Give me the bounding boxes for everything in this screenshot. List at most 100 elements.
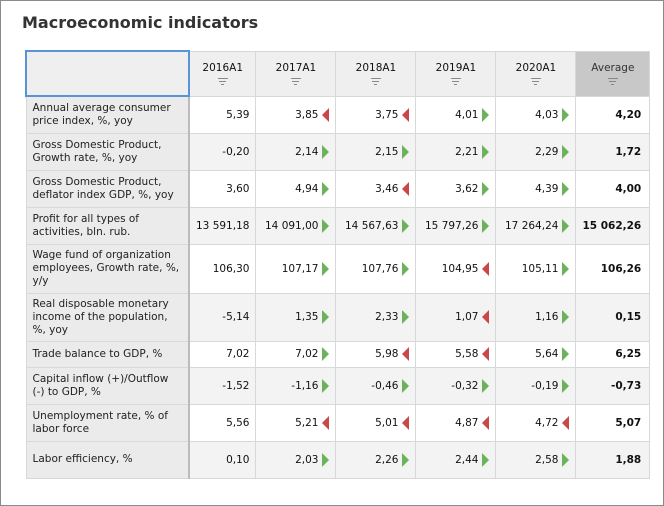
- column-header-2018a1[interactable]: 2018A1: [335, 50, 417, 97]
- value-cell[interactable]: 2,14: [255, 132, 337, 171]
- value-cell[interactable]: 4,39: [495, 169, 577, 208]
- column-header-2017a1[interactable]: 2017A1: [255, 50, 337, 97]
- average-cell[interactable]: 0,15: [575, 292, 651, 342]
- trend-up-icon: [322, 261, 330, 276]
- value-cell[interactable]: 3,75: [335, 95, 417, 134]
- average-cell[interactable]: 1,88: [575, 440, 651, 479]
- trend-up-icon: [402, 144, 410, 159]
- value-cell[interactable]: 5,01: [335, 403, 417, 442]
- value-cell[interactable]: 7,02: [188, 340, 257, 368]
- value-cell[interactable]: 0,10: [188, 440, 257, 479]
- column-header-label: Average: [591, 61, 635, 74]
- value-cell[interactable]: 2,58: [495, 440, 577, 479]
- value-cell[interactable]: 5,39: [188, 95, 257, 134]
- filter-icon[interactable]: [530, 77, 541, 86]
- column-header-2019a1[interactable]: 2019A1: [415, 50, 497, 97]
- value-cell[interactable]: 2,03: [255, 440, 337, 479]
- value-cell[interactable]: 7,02: [255, 340, 337, 368]
- row-label: Annual average consumer price index, %, …: [25, 95, 190, 134]
- trend-down-icon: [322, 415, 330, 430]
- table-row: Gross Domestic Product, deflator index G…: [25, 169, 651, 208]
- value-cell[interactable]: 1,16: [495, 292, 577, 342]
- trend-up-icon: [322, 144, 330, 159]
- trend-up-icon: [402, 218, 410, 233]
- value-cell[interactable]: 4,03: [495, 95, 577, 134]
- value-cell[interactable]: 2,21: [415, 132, 497, 171]
- value-cell[interactable]: 3,60: [188, 169, 257, 208]
- average-cell[interactable]: 1,72: [575, 132, 651, 171]
- trend-down-icon: [322, 107, 330, 122]
- indicators-table: 2016A1 2017A1 2018A1 2019A1 2020A1 Average An…: [25, 50, 651, 479]
- value-cell[interactable]: -0,20: [188, 132, 257, 171]
- value-cell[interactable]: 13 591,18: [188, 206, 257, 245]
- trend-up-icon: [482, 107, 490, 122]
- value-cell[interactable]: -1,16: [255, 366, 337, 405]
- average-cell[interactable]: 6,25: [575, 340, 651, 368]
- value-cell[interactable]: 1,07: [415, 292, 497, 342]
- average-cell[interactable]: -0,73: [575, 366, 651, 405]
- average-cell[interactable]: 5,07: [575, 403, 651, 442]
- trend-up-icon: [322, 218, 330, 233]
- value-cell[interactable]: 3,85: [255, 95, 337, 134]
- trend-up-icon: [482, 218, 490, 233]
- average-cell[interactable]: 4,00: [575, 169, 651, 208]
- trend-down-icon: [482, 310, 490, 324]
- trend-up-icon: [402, 261, 410, 276]
- value-cell[interactable]: 4,87: [415, 403, 497, 442]
- value-cell[interactable]: 5,58: [415, 340, 497, 368]
- trend-up-icon: [322, 378, 330, 393]
- average-cell[interactable]: 106,26: [575, 243, 651, 294]
- value-cell[interactable]: 3,62: [415, 169, 497, 208]
- trend-up-icon: [482, 144, 490, 159]
- value-cell[interactable]: 15 797,26: [415, 206, 497, 245]
- average-cell[interactable]: 15 062,26: [575, 206, 651, 245]
- value-cell[interactable]: 5,64: [495, 340, 577, 368]
- value-cell[interactable]: 105,11: [495, 243, 577, 294]
- row-label: Wage fund of organization employees, Gro…: [25, 243, 190, 294]
- filter-icon[interactable]: [217, 77, 228, 86]
- value-cell[interactable]: 14 091,00: [255, 206, 337, 245]
- table-row: Annual average consumer price index, %, …: [25, 95, 651, 134]
- trend-up-icon: [562, 107, 570, 122]
- value-cell[interactable]: 1,35: [255, 292, 337, 342]
- filter-icon[interactable]: [370, 77, 381, 86]
- table-row: Trade balance to GDP, % 7,02 7,02 5,98 5,58 5…: [25, 340, 651, 368]
- table-row: Capital inflow (+)/Outflow (-) to GDP, %…: [25, 366, 651, 405]
- row-label: Gross Domestic Product, deflator index G…: [25, 169, 190, 208]
- value-cell[interactable]: 2,15: [335, 132, 417, 171]
- trend-up-icon: [402, 310, 410, 324]
- value-cell[interactable]: 4,94: [255, 169, 337, 208]
- value-cell[interactable]: 4,72: [495, 403, 577, 442]
- value-cell[interactable]: 17 264,24: [495, 206, 577, 245]
- value-cell[interactable]: -0,19: [495, 366, 577, 405]
- column-header-2020a1[interactable]: 2020A1: [495, 50, 577, 97]
- value-cell[interactable]: 107,17: [255, 243, 337, 294]
- value-cell[interactable]: -5,14: [188, 292, 257, 342]
- trend-up-icon: [402, 452, 410, 467]
- value-cell[interactable]: -0,32: [415, 366, 497, 405]
- value-cell[interactable]: 3,46: [335, 169, 417, 208]
- value-cell[interactable]: 2,26: [335, 440, 417, 479]
- value-cell[interactable]: 2,33: [335, 292, 417, 342]
- value-cell[interactable]: 2,44: [415, 440, 497, 479]
- filter-icon[interactable]: [607, 77, 618, 86]
- value-cell[interactable]: 104,95: [415, 243, 497, 294]
- filter-icon[interactable]: [450, 77, 461, 86]
- corner-cell[interactable]: [25, 50, 190, 97]
- value-cell[interactable]: 2,29: [495, 132, 577, 171]
- filter-icon[interactable]: [290, 77, 301, 86]
- value-cell[interactable]: 5,98: [335, 340, 417, 368]
- value-cell[interactable]: 107,76: [335, 243, 417, 294]
- trend-down-icon: [402, 181, 410, 196]
- value-cell[interactable]: 106,30: [188, 243, 257, 294]
- column-header-2016a1[interactable]: 2016A1: [188, 50, 257, 97]
- trend-down-icon: [402, 107, 410, 122]
- value-cell[interactable]: -0,46: [335, 366, 417, 405]
- value-cell[interactable]: 14 567,63: [335, 206, 417, 245]
- value-cell[interactable]: 4,01: [415, 95, 497, 134]
- value-cell[interactable]: -1,52: [188, 366, 257, 405]
- average-cell[interactable]: 4,20: [575, 95, 651, 134]
- value-cell[interactable]: 5,56: [188, 403, 257, 442]
- value-cell[interactable]: 5,21: [255, 403, 337, 442]
- column-header-average[interactable]: Average: [575, 50, 651, 97]
